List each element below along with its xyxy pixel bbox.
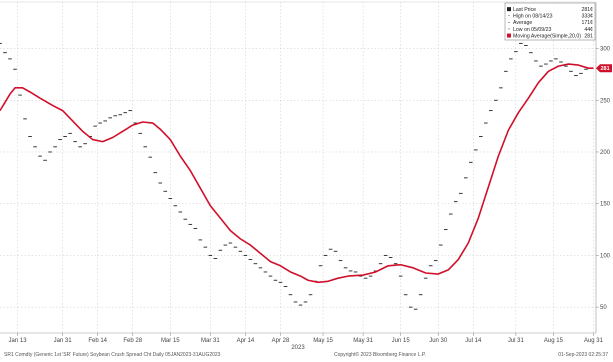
- last-value-tag-shape: [596, 64, 612, 73]
- grid: [0, 2, 596, 333]
- legend-value: 171¢: [581, 20, 593, 26]
- legend-label: Low on 05/09/23: [513, 27, 551, 33]
- footer-timestamp: 01-Sep-2023 02:25:37: [558, 352, 608, 358]
- legend-label: Last Price: [513, 7, 536, 13]
- x-tick-label: May 15: [313, 338, 333, 344]
- moving-average-line: [0, 63, 594, 284]
- x-tick-label: Jun 15: [392, 338, 411, 344]
- x-axis-year-label: 2023: [291, 345, 305, 351]
- y-tick-label: 50: [600, 305, 607, 311]
- x-tick-label: Jul 31: [508, 338, 525, 344]
- legend: Last Price 281¢ High on 08/14/23 333¢ Averag…: [504, 2, 596, 41]
- x-tick-label: Jan 31: [54, 338, 73, 344]
- x-axis-ticks: Jan 13 Jan 31 Feb 14 Feb 28 Mar 15 Mar 31 Apr …: [9, 333, 604, 344]
- footer-source: SR1 Comdty (Generic 1st 'SR' Future) Soy…: [4, 352, 221, 358]
- legend-value: 44¢: [584, 27, 593, 33]
- y-tick-label: 300: [600, 47, 611, 53]
- y-tick-label: 150: [600, 202, 611, 208]
- legend-value: 281: [584, 33, 593, 39]
- legend-label: Moving Average(Simple,20,0): [513, 33, 581, 39]
- x-tick-label: Apr 14: [237, 338, 255, 344]
- x-tick-label: Feb 14: [88, 338, 107, 344]
- x-tick-label: Jun 30: [429, 338, 448, 344]
- y-tick-label: 100: [600, 253, 611, 259]
- y-axis-ticks: 50 100 150 200 250 300: [596, 47, 611, 311]
- x-tick-label: Aug 15: [544, 338, 564, 344]
- y-tick-label: 250: [600, 98, 611, 104]
- price-series: [0, 42, 593, 310]
- legend-price-swatch: [507, 7, 511, 12]
- x-tick-label: Mar 31: [201, 338, 220, 344]
- moving-average-series: [0, 63, 594, 284]
- y-tick-label: 200: [600, 150, 611, 156]
- footer: SR1 Comdty (Generic 1st 'SR' Future) Soy…: [4, 351, 608, 358]
- footer-copyright: Copyright© 2023 Bloomberg Finance L.P.: [334, 351, 426, 358]
- legend-line-swatch: [507, 33, 511, 38]
- last-value-tag-label: 281: [601, 66, 610, 72]
- legend-label: Average: [513, 20, 532, 26]
- legend-value: 281¢: [581, 7, 593, 13]
- last-value-tag: 281: [596, 64, 612, 73]
- x-tick-label: Jul 14: [465, 338, 482, 344]
- x-tick-label: Feb 28: [123, 338, 142, 344]
- legend-box: [504, 2, 596, 41]
- legend-rows: Last Price 281¢ High on 08/14/23 333¢ Averag…: [507, 7, 593, 39]
- legend-value: 333¢: [581, 14, 593, 20]
- x-tick-label: May 31: [353, 338, 373, 344]
- x-tick-label: Jan 13: [9, 338, 28, 344]
- x-tick-label: Mar 15: [161, 338, 180, 344]
- legend-label: High on 08/14/23: [513, 14, 553, 20]
- x-tick-label: Apr 28: [272, 338, 290, 344]
- x-tick-label: Aug 31: [584, 338, 604, 344]
